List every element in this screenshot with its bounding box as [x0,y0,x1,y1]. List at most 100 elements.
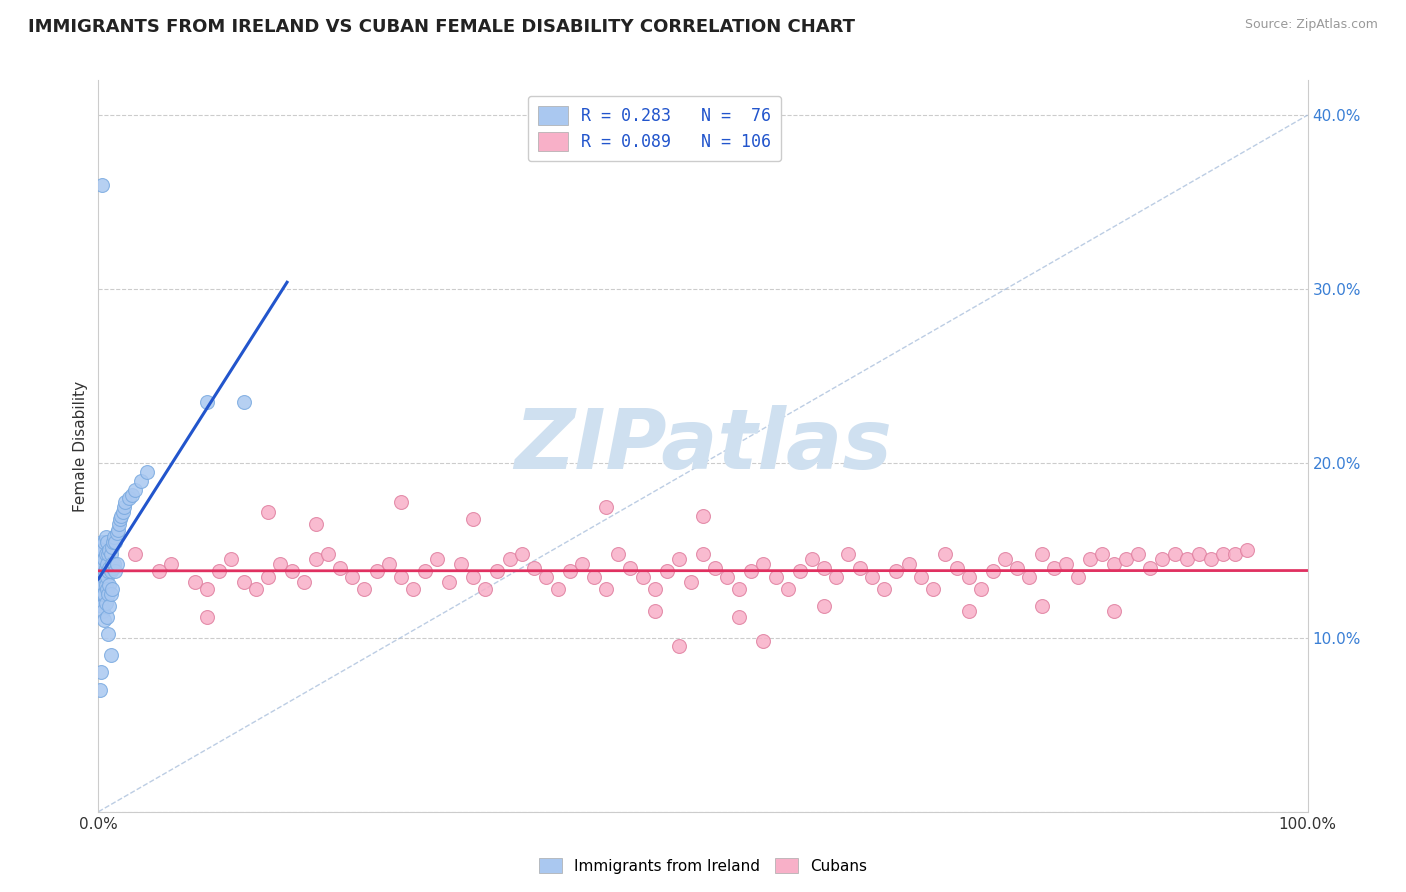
Point [450,558,472,572]
Point [1031,547,1053,561]
Point [93,587,115,601]
Point [607,547,630,561]
Point [97,587,120,601]
Point [463,512,485,526]
Point [184,574,207,589]
Point [402,582,425,596]
Point [994,552,1017,566]
Point [728,609,751,624]
Point [752,634,775,648]
Point [510,547,533,561]
Point [90,561,112,575]
Point [1236,543,1258,558]
Point [90,665,112,680]
Point [232,395,254,409]
Point [94,530,117,544]
Point [91,558,114,572]
Point [704,561,727,575]
Point [957,569,980,583]
Point [89,552,111,566]
Point [90,578,112,592]
Text: IMMIGRANTS FROM IRELAND VS CUBAN FEMALE DISABILITY CORRELATION CHART: IMMIGRANTS FROM IRELAND VS CUBAN FEMALE … [28,18,855,36]
Point [1102,558,1125,572]
Point [800,552,823,566]
Point [1031,599,1053,614]
Point [292,574,315,589]
Point [256,505,278,519]
Point [269,558,291,572]
Point [825,569,848,583]
Point [256,569,278,583]
Point [740,565,762,579]
Point [921,582,943,596]
Point [91,569,114,583]
Point [1128,547,1150,561]
Point [94,561,117,575]
Point [957,604,980,618]
Point [679,574,702,589]
Point [837,547,859,561]
Point [89,682,111,697]
Point [728,582,751,596]
Point [90,587,112,601]
Point [97,565,120,579]
Point [103,530,125,544]
Point [100,587,122,601]
Point [316,547,339,561]
Point [91,604,114,618]
Point [96,534,118,549]
Point [1175,552,1198,566]
Legend: Immigrants from Ireland, Cubans: Immigrants from Ireland, Cubans [533,852,873,880]
Point [91,543,114,558]
Point [1188,547,1211,561]
Point [93,552,115,566]
Point [91,599,114,614]
Point [886,565,908,579]
Point [91,578,114,592]
Point [1054,558,1077,572]
Point [981,565,1004,579]
Point [160,558,183,572]
Point [1223,547,1246,561]
Point [281,565,304,579]
Point [389,494,412,508]
Point [100,558,122,572]
Point [195,609,218,624]
Point [91,587,114,601]
Point [232,574,254,589]
Point [108,512,131,526]
Point [946,561,969,575]
Point [94,596,117,610]
Y-axis label: Female Disability: Female Disability [73,380,89,512]
Point [474,582,496,596]
Point [100,547,122,561]
Point [98,543,121,558]
Point [148,565,170,579]
Point [104,534,127,549]
Point [221,552,243,566]
Point [1102,604,1125,618]
Point [595,500,617,514]
Point [108,517,131,532]
Point [523,561,546,575]
Point [107,523,129,537]
Point [208,565,231,579]
Point [668,640,690,654]
Point [94,547,117,561]
Point [94,578,117,592]
Point [655,565,678,579]
Point [93,613,115,627]
Point [305,517,328,532]
Point [89,569,111,583]
Point [353,582,375,596]
Point [619,561,641,575]
Point [96,609,118,624]
Point [571,558,593,572]
Point [135,465,157,479]
Point [118,491,141,506]
Point [1115,552,1137,566]
Point [910,569,932,583]
Point [105,526,128,541]
Point [104,565,127,579]
Point [93,534,115,549]
